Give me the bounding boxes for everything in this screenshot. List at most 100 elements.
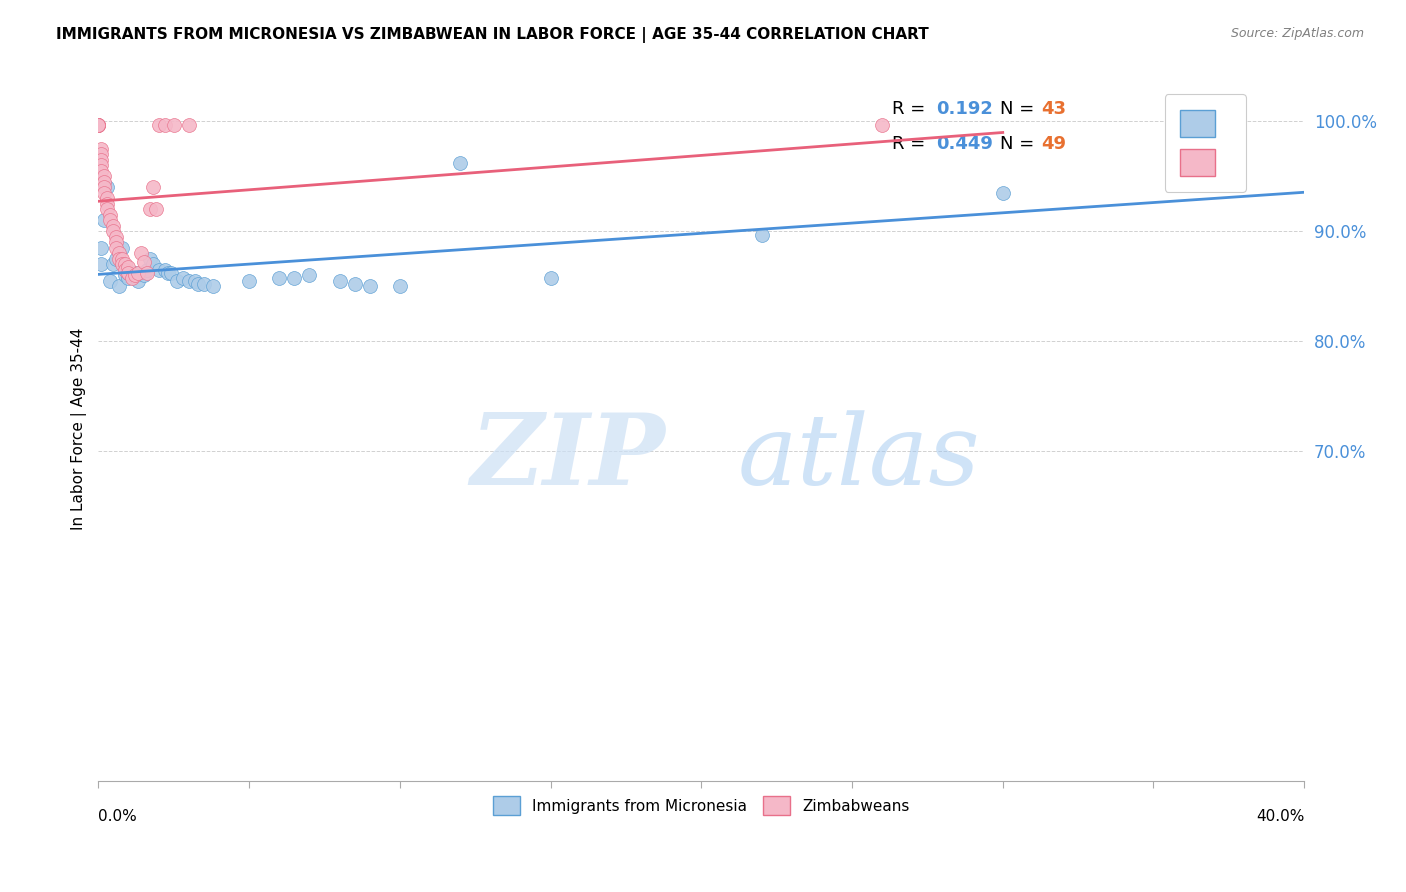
Point: [163, 118, 186, 132]
Point: [108, 252, 131, 266]
Point: [93, 186, 115, 200]
Point: [343, 277, 366, 292]
Point: [121, 268, 143, 283]
Point: [108, 246, 131, 260]
Point: [96, 191, 118, 205]
Point: [103, 224, 125, 238]
Point: [90, 158, 112, 172]
Legend: Immigrants from Micronesia, Zimbabweans: Immigrants from Micronesia, Zimbabweans: [485, 789, 918, 822]
Text: R =: R =: [891, 136, 931, 153]
Point: [90, 142, 112, 156]
Point: [100, 274, 122, 288]
Point: [138, 202, 160, 217]
Point: [201, 279, 224, 293]
Point: [328, 274, 350, 288]
Text: Source: ZipAtlas.com: Source: ZipAtlas.com: [1230, 27, 1364, 40]
Point: [1173, 175, 1195, 189]
Point: [114, 262, 136, 277]
Point: [90, 241, 112, 255]
Point: [87, 118, 110, 132]
Point: [87, 118, 110, 132]
Point: [87, 118, 110, 132]
Point: [132, 268, 155, 283]
Point: [138, 252, 160, 266]
Point: [103, 257, 125, 271]
Point: [87, 118, 110, 132]
Point: [177, 118, 200, 132]
Point: [870, 118, 893, 132]
Point: [90, 164, 112, 178]
Text: 0.449: 0.449: [936, 136, 993, 153]
Point: [298, 268, 321, 283]
Point: [132, 255, 155, 269]
Text: 0.0%: 0.0%: [98, 809, 138, 824]
Point: [145, 202, 167, 217]
Point: [124, 268, 146, 283]
Point: [111, 257, 134, 271]
Point: [103, 219, 125, 233]
Y-axis label: In Labor Force | Age 35-44: In Labor Force | Age 35-44: [72, 328, 87, 531]
Point: [135, 262, 157, 277]
Point: [114, 268, 136, 283]
Point: [93, 180, 115, 194]
Point: [108, 279, 131, 293]
Text: 49: 49: [1042, 136, 1066, 153]
Point: [121, 270, 143, 285]
Point: [159, 266, 181, 280]
Point: [105, 252, 128, 266]
Point: [111, 241, 134, 255]
Text: IMMIGRANTS FROM MICRONESIA VS ZIMBABWEAN IN LABOR FORCE | AGE 35-44 CORRELATION : IMMIGRANTS FROM MICRONESIA VS ZIMBABWEAN…: [56, 27, 929, 43]
Point: [100, 213, 122, 227]
Point: [153, 262, 176, 277]
Point: [127, 274, 149, 288]
Point: [87, 118, 110, 132]
Point: [177, 274, 200, 288]
Point: [87, 118, 110, 132]
Point: [193, 277, 215, 292]
Point: [142, 180, 165, 194]
Point: [540, 270, 562, 285]
Point: [96, 202, 118, 217]
Text: 43: 43: [1042, 100, 1066, 118]
Point: [93, 213, 115, 227]
Point: [87, 118, 110, 132]
Point: [90, 147, 112, 161]
Text: 40.0%: 40.0%: [1256, 809, 1305, 824]
Point: [90, 257, 112, 271]
Point: [100, 208, 122, 222]
Text: atlas: atlas: [738, 409, 980, 505]
Text: N =: N =: [1000, 100, 1040, 118]
Point: [751, 227, 773, 242]
Point: [172, 270, 194, 285]
Point: [238, 274, 260, 288]
Point: [124, 266, 146, 280]
Point: [117, 270, 139, 285]
Point: [93, 175, 115, 189]
Point: [111, 252, 134, 266]
Point: [142, 257, 165, 271]
Point: [148, 118, 170, 132]
Point: [90, 153, 112, 167]
Point: [184, 274, 207, 288]
Point: [96, 180, 118, 194]
Point: [114, 257, 136, 271]
Text: 0.192: 0.192: [936, 100, 993, 118]
Point: [135, 266, 157, 280]
Text: ZIP: ZIP: [470, 409, 665, 506]
Text: N =: N =: [1000, 136, 1040, 153]
Point: [117, 266, 139, 280]
Point: [283, 270, 305, 285]
Point: [156, 266, 179, 280]
Point: [96, 197, 118, 211]
Point: [117, 266, 139, 280]
Point: [129, 246, 152, 260]
Text: R =: R =: [891, 100, 931, 118]
Point: [148, 262, 170, 277]
Point: [991, 186, 1014, 200]
Point: [388, 279, 411, 293]
Point: [449, 156, 471, 170]
Point: [87, 118, 110, 132]
Point: [127, 266, 149, 280]
Point: [359, 279, 381, 293]
Point: [166, 274, 188, 288]
